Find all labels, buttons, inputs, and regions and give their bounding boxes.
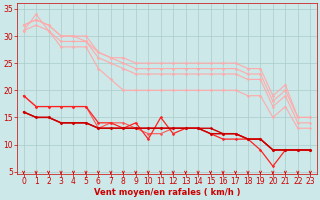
- X-axis label: Vent moyen/en rafales ( km/h ): Vent moyen/en rafales ( km/h ): [94, 188, 240, 197]
